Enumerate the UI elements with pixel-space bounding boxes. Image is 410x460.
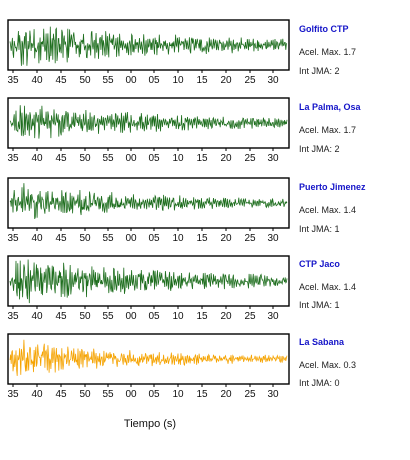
x-tick-label-2-0: 35: [7, 233, 19, 244]
x-tick-label-4-10: 25: [244, 389, 256, 400]
x-tick-label-0-11: 30: [267, 75, 279, 86]
x-tick-label-4-0: 35: [7, 389, 19, 400]
x-tick-label-2-5: 00: [125, 233, 137, 244]
station-acc-la-sabana: Acel. Max. 0.3: [299, 360, 357, 370]
x-tick-label-3-4: 55: [102, 311, 114, 322]
x-tick-label-3-0: 35: [7, 311, 19, 322]
x-tick-label-3-11: 30: [267, 311, 279, 322]
x-tick-label-1-0: 35: [7, 153, 19, 164]
station-name-la-palma: La Palma, Osa: [299, 102, 361, 112]
x-tick-label-2-9: 20: [220, 233, 232, 244]
station-name-golfito: Golfito CTP: [299, 24, 349, 34]
waveform-4: [9, 339, 288, 376]
station-name-ctp-jaco: CTP Jaco: [299, 259, 340, 269]
station-name-puerto-jimenez: Puerto Jimenez: [299, 182, 366, 192]
x-tick-label-1-5: 00: [125, 153, 137, 164]
station-name-la-sabana: La Sabana: [299, 337, 345, 347]
x-tick-label-3-8: 15: [196, 311, 208, 322]
x-tick-label-0-8: 15: [196, 75, 208, 86]
x-tick-label-0-10: 25: [244, 75, 256, 86]
x-tick-label-4-11: 30: [267, 389, 279, 400]
station-jma-ctp-jaco: Int JMA: 1: [299, 300, 340, 310]
x-tick-label-0-0: 35: [7, 75, 19, 86]
x-tick-label-0-3: 50: [79, 75, 91, 86]
station-acc-puerto-jimenez: Acel. Max. 1.4: [299, 205, 357, 215]
x-tick-label-2-10: 25: [244, 233, 256, 244]
station-jma-la-palma: Int JMA: 2: [299, 144, 340, 154]
x-tick-label-2-3: 50: [79, 233, 91, 244]
x-tick-label-1-9: 20: [220, 153, 232, 164]
x-tick-label-1-1: 40: [31, 153, 43, 164]
waveform-2: [9, 183, 288, 219]
x-tick-label-4-2: 45: [55, 389, 67, 400]
x-tick-label-2-8: 15: [196, 233, 208, 244]
x-tick-label-3-6: 05: [148, 311, 160, 322]
x-tick-label-2-4: 55: [102, 233, 114, 244]
station-jma-golfito: Int JMA: 2: [299, 66, 340, 76]
x-tick-label-0-1: 40: [31, 75, 43, 86]
waveform-1: [9, 105, 288, 139]
x-tick-label-4-6: 05: [148, 389, 160, 400]
x-tick-label-3-2: 45: [55, 311, 67, 322]
x-tick-label-4-3: 50: [79, 389, 91, 400]
x-tick-label-3-5: 00: [125, 311, 137, 322]
x-tick-label-1-10: 25: [244, 153, 256, 164]
x-tick-label-2-7: 10: [172, 233, 184, 244]
x-tick-label-2-2: 45: [55, 233, 67, 244]
station-acc-golfito: Acel. Max. 1.7: [299, 47, 357, 57]
x-tick-label-3-9: 20: [220, 311, 232, 322]
station-acc-la-palma: Acel. Max. 1.7: [299, 125, 357, 135]
x-tick-label-1-11: 30: [267, 153, 279, 164]
x-tick-label-2-1: 40: [31, 233, 43, 244]
x-tick-label-3-10: 25: [244, 311, 256, 322]
x-tick-label-4-5: 00: [125, 389, 137, 400]
x-tick-label-4-4: 55: [102, 389, 114, 400]
x-tick-label-2-6: 05: [148, 233, 160, 244]
x-tick-label-1-8: 15: [196, 153, 208, 164]
x-tick-label-1-6: 05: [148, 153, 160, 164]
x-tick-label-1-7: 10: [172, 153, 184, 164]
waveform-0: [9, 26, 288, 66]
x-tick-label-0-4: 55: [102, 75, 114, 86]
x-tick-label-0-5: 00: [125, 75, 137, 86]
x-tick-label-0-2: 45: [55, 75, 67, 86]
x-tick-label-0-9: 20: [220, 75, 232, 86]
x-tick-label-2-11: 30: [267, 233, 279, 244]
x-tick-label-0-7: 10: [172, 75, 184, 86]
x-tick-label-1-3: 50: [79, 153, 91, 164]
x-tick-label-3-7: 10: [172, 311, 184, 322]
x-axis-label: Tiempo (s): [124, 418, 176, 430]
x-tick-label-3-3: 50: [79, 311, 91, 322]
station-jma-la-sabana: Int JMA: 0: [299, 378, 340, 388]
x-tick-label-1-2: 45: [55, 153, 67, 164]
waveform-3: [9, 259, 288, 304]
x-tick-label-3-1: 40: [31, 311, 43, 322]
x-tick-label-1-4: 55: [102, 153, 114, 164]
x-tick-label-0-6: 05: [148, 75, 160, 86]
x-tick-label-4-9: 20: [220, 389, 232, 400]
x-tick-label-4-8: 15: [196, 389, 208, 400]
station-jma-puerto-jimenez: Int JMA: 1: [299, 224, 340, 234]
station-acc-ctp-jaco: Acel. Max. 1.4: [299, 282, 357, 292]
x-tick-label-4-7: 10: [172, 389, 184, 400]
x-tick-label-4-1: 40: [31, 389, 43, 400]
